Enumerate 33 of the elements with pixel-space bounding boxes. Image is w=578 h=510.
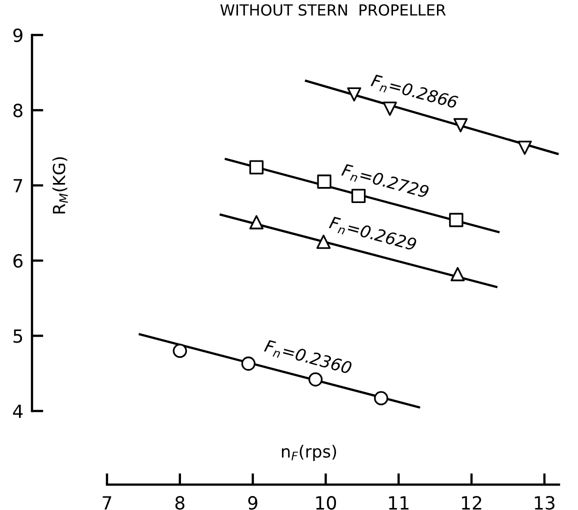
annotation: F$_{n}$=0.2629 xyxy=(328,216,418,254)
point xyxy=(249,160,264,174)
y-tick-label: 7 xyxy=(14,179,22,192)
point xyxy=(317,174,332,189)
point xyxy=(241,356,256,371)
x-tick-label: 8 xyxy=(175,496,184,510)
x-tick-label: 12 xyxy=(462,496,482,510)
y-tick-label: 9 xyxy=(13,28,22,42)
y-axis-title: R$_{M}$(KG) xyxy=(52,157,68,214)
point xyxy=(453,118,468,132)
y-tick-label: 4 xyxy=(13,404,23,418)
annotation: F$_{n}$=0.2360 xyxy=(263,339,352,377)
y-tick-label: 8 xyxy=(13,104,22,118)
y-tick-label: 5 xyxy=(14,329,22,343)
x-axis-title: n$_{F}$(rps) xyxy=(282,444,336,461)
x-tick-label: 13 xyxy=(534,496,554,510)
x-tick-label: 9 xyxy=(248,496,258,510)
point xyxy=(518,140,532,155)
point xyxy=(449,212,464,228)
point xyxy=(450,267,465,282)
x-tick-label: 10 xyxy=(316,496,336,510)
x-tick-label: 11 xyxy=(389,496,408,510)
annotation: F$_{n}$=0.2866 xyxy=(370,74,459,112)
point xyxy=(374,391,388,406)
x-tick-label: 7 xyxy=(102,496,112,510)
point xyxy=(316,234,331,249)
point xyxy=(347,87,362,102)
point xyxy=(172,344,187,358)
chart-title: WITHOUT STERN PROPELLER xyxy=(220,4,446,16)
point xyxy=(249,215,264,230)
point xyxy=(308,372,323,386)
annotation: F$_{n}$=0.2729 xyxy=(340,163,430,201)
y-tick-label: 6 xyxy=(13,254,23,268)
